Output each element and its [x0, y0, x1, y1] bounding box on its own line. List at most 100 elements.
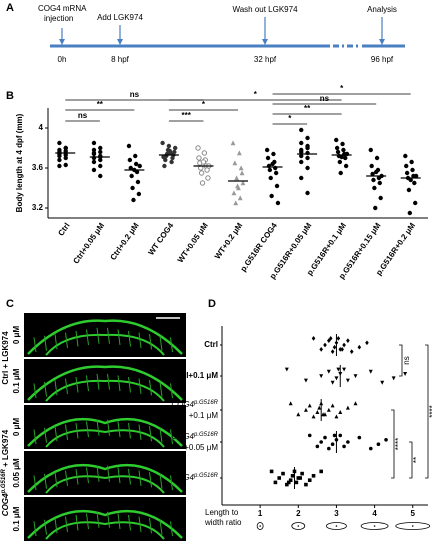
point [281, 471, 285, 476]
point [368, 369, 373, 374]
cell-wall [170, 475, 173, 491]
point [98, 163, 103, 169]
point [413, 173, 419, 179]
point [368, 147, 373, 153]
x-tick-label: 2 [296, 509, 301, 518]
point [336, 367, 341, 372]
x-tick-label: WT COG4 [146, 221, 175, 257]
category-sup: p.G516R [193, 400, 219, 406]
significance-label: *** [182, 111, 192, 120]
point [346, 440, 350, 444]
significance-label: ** [412, 457, 421, 463]
point [404, 170, 410, 176]
cell-wall [149, 472, 152, 488]
dose-label: 0.1 μM [12, 506, 21, 531]
point [342, 444, 346, 449]
cell-wall [117, 513, 121, 530]
x-tick-label: Ctrl+0.2 μM [108, 221, 140, 262]
significance-label: * [288, 114, 292, 123]
cell-wall [54, 380, 58, 396]
cell-wall [75, 376, 79, 393]
point [342, 342, 346, 348]
point [173, 145, 178, 151]
panel-label: B [6, 90, 14, 102]
point [334, 137, 339, 143]
cell-wall [117, 467, 121, 484]
point [160, 140, 165, 146]
point [307, 403, 312, 408]
point [238, 165, 244, 171]
point [340, 141, 345, 147]
point [299, 149, 304, 155]
point [338, 347, 343, 352]
panel-label: D [208, 298, 216, 310]
point [323, 435, 327, 440]
y-tick-label: 3.6 [32, 163, 44, 172]
shape-icon [291, 522, 306, 530]
point [307, 433, 312, 438]
cell-wall [86, 375, 89, 392]
point [349, 349, 354, 354]
point [332, 433, 337, 438]
cell-wall [107, 465, 110, 482]
point [300, 471, 304, 476]
point [370, 171, 375, 177]
point [345, 378, 350, 383]
shape-icon-dot [259, 525, 261, 527]
point [270, 161, 275, 167]
cell-wall [107, 373, 110, 390]
group-label: Ctrl + LGK974 [1, 331, 10, 385]
point [307, 478, 312, 482]
x-tick-label: WT+0.05 μM [176, 221, 210, 264]
point [269, 469, 274, 474]
x-tick-label: Ctrl [56, 221, 71, 237]
point [198, 170, 205, 176]
point [273, 170, 279, 176]
point [271, 151, 276, 157]
point [296, 412, 301, 417]
point [412, 180, 417, 186]
point [357, 344, 362, 350]
cell-wall [107, 327, 110, 344]
cell-wall [170, 337, 173, 353]
point [330, 349, 335, 354]
point [169, 159, 174, 165]
point [315, 444, 320, 449]
cell-wall [149, 518, 152, 534]
x-tick-label: Ctrl+0.05 μM [71, 221, 106, 266]
significance-label: * [202, 100, 206, 109]
point [346, 338, 350, 343]
cell-wall [96, 511, 100, 528]
point [339, 154, 344, 160]
shape-icon [360, 522, 389, 530]
point [57, 163, 62, 169]
y-tick-label: Ctrl+0.1 μM [175, 371, 219, 380]
point [338, 433, 343, 438]
point [409, 159, 414, 165]
point [311, 474, 316, 478]
point [334, 414, 339, 419]
cell-wall [107, 419, 110, 436]
point [265, 155, 271, 161]
point [335, 149, 341, 155]
point [305, 143, 310, 149]
group-name: Ctrl + LGK974 [1, 331, 10, 385]
point [133, 161, 139, 167]
point [403, 153, 408, 159]
point [377, 180, 382, 186]
cell-wall [65, 424, 68, 440]
point [369, 163, 374, 169]
point [340, 347, 344, 352]
point [303, 378, 308, 383]
point [234, 175, 240, 181]
significance-bracket [425, 344, 429, 479]
cell-wall [159, 381, 163, 397]
point [205, 175, 211, 181]
significance-label: ns [130, 90, 140, 99]
point [374, 155, 380, 161]
point [233, 200, 239, 206]
dose-label: 0 μM [12, 326, 21, 345]
